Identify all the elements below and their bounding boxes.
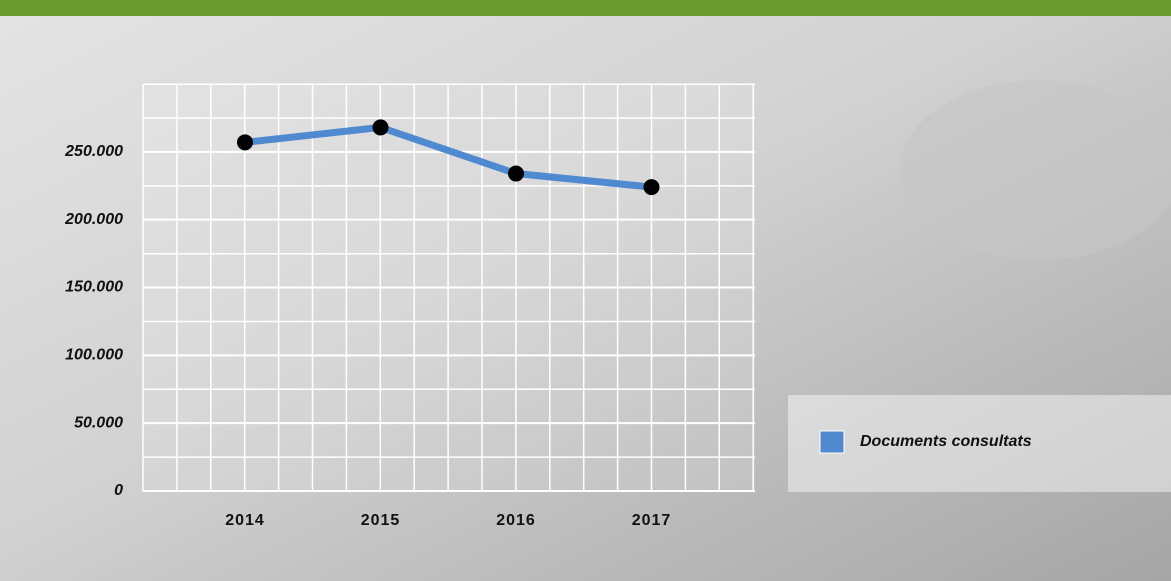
y-tick-label: 0 (114, 482, 123, 499)
data-point (643, 179, 660, 196)
legend-label: Documents consultats (860, 433, 1032, 450)
legend-swatch (819, 430, 845, 454)
data-point (372, 119, 389, 136)
y-tick-label: 150.000 (65, 279, 123, 296)
legend-box (788, 395, 1171, 492)
x-tick-label: 2016 (496, 512, 536, 529)
y-tick-label: 100.000 (65, 347, 123, 364)
x-tick-label: 2017 (632, 512, 672, 529)
y-tick-label: 250.000 (64, 143, 123, 160)
top-bar (0, 0, 1171, 16)
y-tick-label: 200.000 (64, 211, 123, 228)
x-tick-label: 2015 (361, 512, 401, 529)
data-point (508, 165, 524, 182)
series-line (244, 123, 652, 191)
background-shape (900, 80, 1171, 260)
data-point (237, 134, 253, 151)
x-tick-label: 2014 (225, 512, 265, 529)
y-tick-label: 50.000 (74, 414, 123, 431)
